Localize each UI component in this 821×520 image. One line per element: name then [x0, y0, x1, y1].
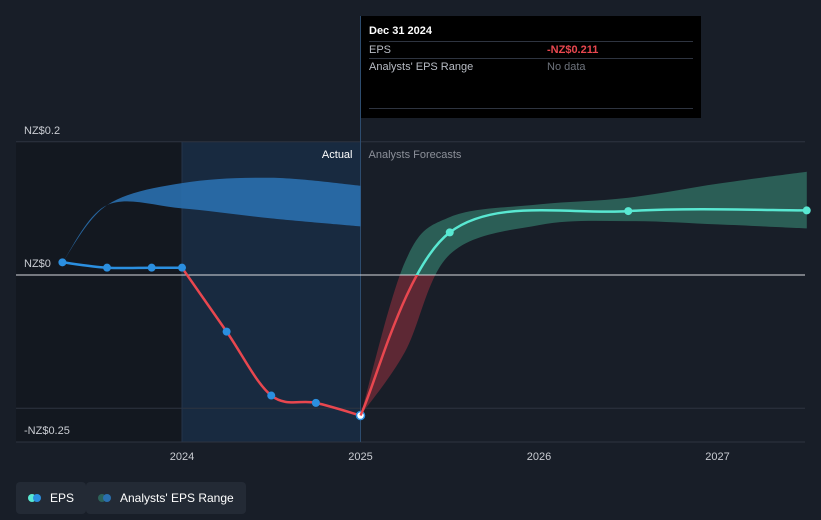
y-axis-label-top: NZ$0.2 [24, 125, 60, 137]
eps-point[interactable] [178, 263, 186, 272]
legend-eps-label: EPS [50, 491, 75, 505]
tooltip-row-eps: EPS -NZ$0.211 [369, 41, 693, 58]
range-legend-icon [98, 494, 112, 502]
eps-point[interactable] [147, 263, 156, 272]
eps-point[interactable] [58, 258, 67, 267]
eps-point[interactable] [267, 391, 276, 400]
section-label-forecast: Analysts Forecasts [369, 149, 462, 161]
eps-line-positive [62, 261, 182, 270]
legend-range-label: Analysts' EPS Range [120, 491, 234, 505]
legend-eps-button[interactable]: EPS [16, 482, 87, 514]
eps-tooltip: Dec 31 2024 EPS -NZ$0.211 Analysts' EPS … [361, 16, 701, 118]
x-tick-label: 2027 [705, 451, 729, 463]
analyst-range-forecast-negative [360, 275, 436, 416]
eps-point[interactable] [103, 263, 112, 272]
tooltip-range-label: Analysts' EPS Range [369, 61, 474, 73]
x-tick-label: 2026 [527, 451, 551, 463]
tooltip-eps-value: -NZ$0.211 [547, 44, 599, 56]
eps-forecast-point[interactable] [624, 207, 633, 216]
tooltip-row-range: Analysts' EPS Range No data [369, 58, 693, 75]
eps-forecast-line [415, 208, 807, 275]
legend-range-button[interactable]: Analysts' EPS Range [86, 482, 246, 514]
y-axis-label-bottom: -NZ$0.25 [24, 425, 70, 437]
eps-forecast-point[interactable] [445, 228, 454, 237]
y-axis-label-zero: NZ$0 [24, 258, 51, 270]
tooltip-eps-label: EPS [369, 44, 392, 56]
eps-point[interactable] [311, 398, 320, 407]
tooltip-footer-divider [369, 108, 693, 109]
x-tick-label: 2024 [170, 451, 194, 463]
eps-legend-icon [28, 494, 42, 502]
tooltip-range-value: No data [547, 61, 586, 73]
tooltip-date: Dec 31 2024 [369, 25, 432, 37]
x-tick-label: 2025 [348, 451, 372, 463]
analyst-range-forecast [399, 171, 807, 275]
past-period-shade [16, 141, 182, 443]
eps-point[interactable] [222, 327, 231, 336]
analyst-range-past [62, 177, 361, 263]
eps-forecast-point[interactable] [802, 206, 811, 215]
section-label-actual: Actual [322, 149, 353, 161]
eps-forecast-line-negative [359, 275, 419, 417]
